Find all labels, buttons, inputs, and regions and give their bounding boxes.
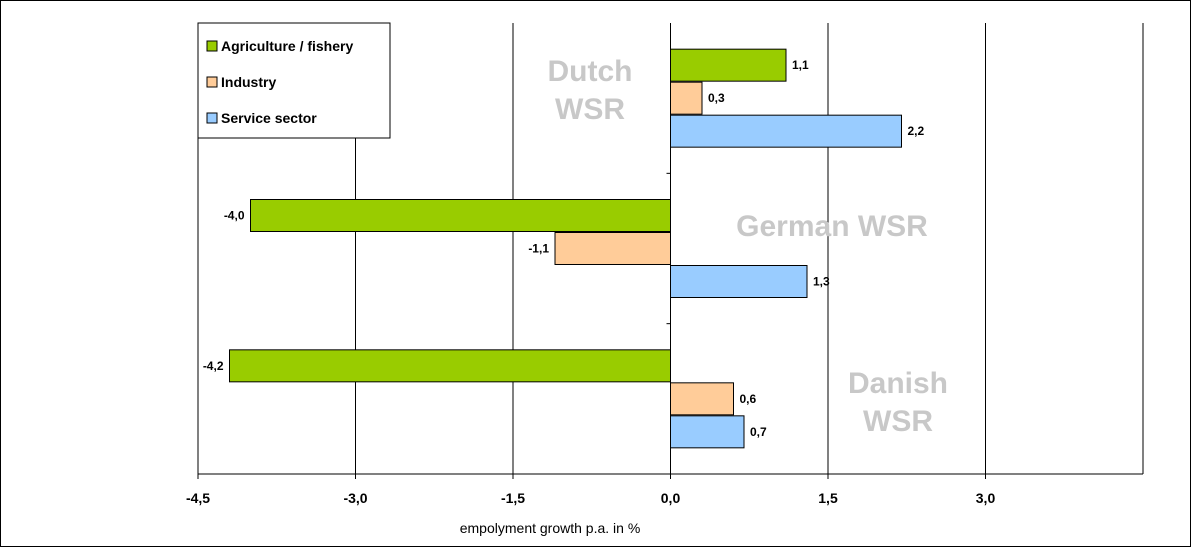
data-label: -1,1: [528, 242, 549, 256]
bar: [250, 199, 671, 232]
x-axis-title: empolyment growth p.a. in %: [460, 520, 641, 536]
region-label: German WSR: [736, 210, 928, 243]
data-label: 0,6: [740, 392, 757, 406]
data-label: 1,3: [813, 275, 830, 289]
data-label: -4,2: [203, 359, 224, 373]
legend-entry: Industry: [221, 74, 276, 90]
bar: [670, 382, 734, 416]
legend-swatch: [206, 76, 218, 88]
legend-swatch: [206, 40, 218, 52]
bar: [670, 81, 703, 115]
bar: [670, 265, 808, 298]
bar: [670, 415, 745, 449]
x-tick-labels: -4,5 -3,0 -1,5 0,0 1,5 3,0: [186, 490, 996, 506]
data-label: 0,7: [750, 425, 767, 439]
data-label: -4,0: [224, 209, 245, 223]
legend-entry: Service sector: [221, 110, 317, 126]
data-label: 0,3: [708, 91, 725, 105]
bars: [229, 48, 902, 449]
axes: [197, 23, 1143, 479]
region-label: Dutch WSR: [548, 55, 633, 126]
bar: [670, 48, 787, 82]
legend-box: [197, 22, 391, 139]
bar: [554, 232, 671, 265]
x-tick-label: 0,0: [661, 490, 681, 506]
legend-entry: Agriculture / fishery: [221, 38, 353, 54]
x-tick-label: -4,5: [186, 490, 210, 506]
legend: Agriculture / fishery Industry Service sec…: [197, 22, 391, 139]
bar: [229, 349, 671, 383]
region-label: Danish WSR: [848, 367, 948, 438]
x-tick-label: 3,0: [976, 490, 996, 506]
data-label: 1,1: [792, 58, 809, 72]
data-label: 2,2: [908, 124, 925, 138]
x-tick-label: -3,0: [343, 490, 367, 506]
region-labels: Dutch WSR German WSR Danish WSR: [548, 55, 949, 438]
x-tick-label: -1,5: [501, 490, 525, 506]
x-tick-label: 1,5: [818, 490, 838, 506]
bar: [670, 114, 902, 148]
data-labels: 1,1 0,3 2,2 -4,0 -1,1 1,3 -4,2 0,6 0,7: [203, 58, 925, 439]
legend-swatch: [206, 112, 218, 124]
